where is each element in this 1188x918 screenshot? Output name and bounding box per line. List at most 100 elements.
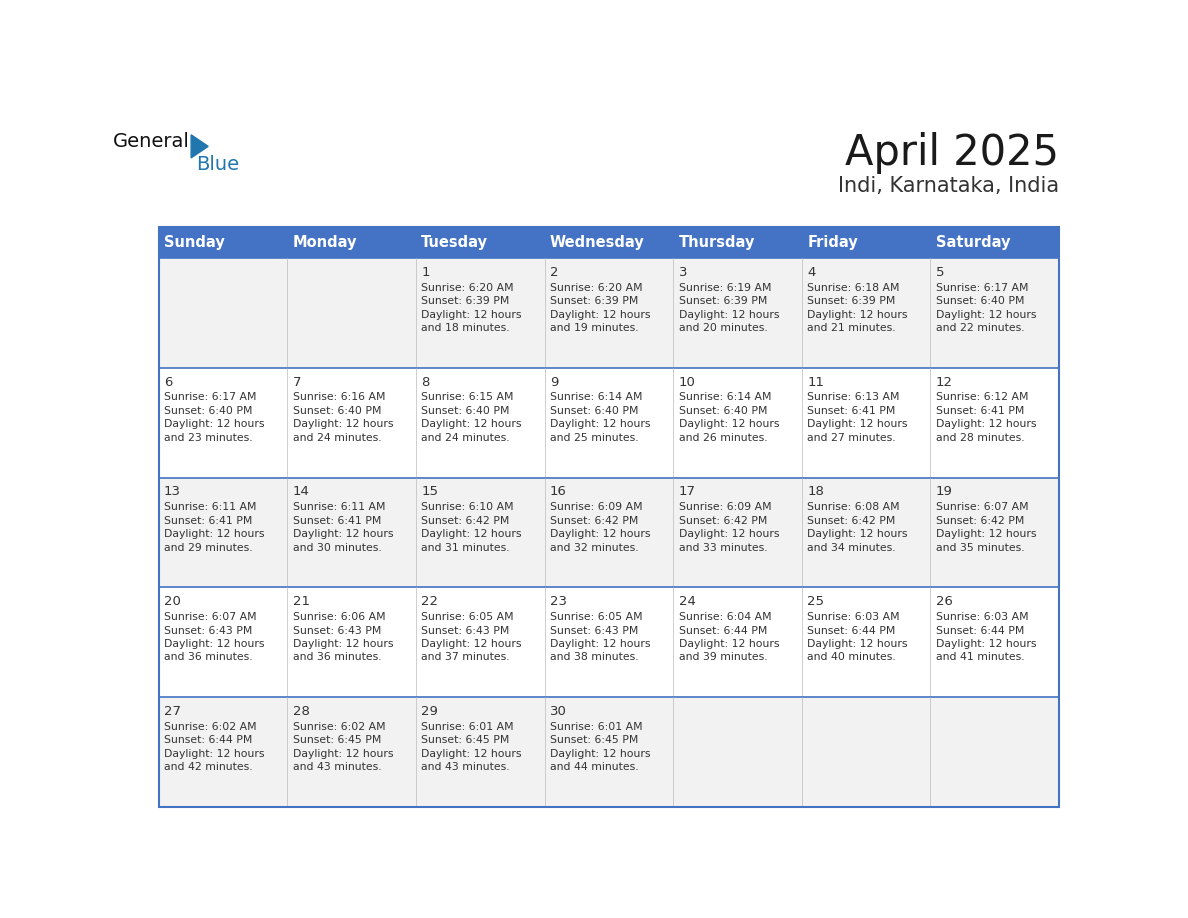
Text: Sunset: 6:40 PM: Sunset: 6:40 PM xyxy=(936,297,1024,306)
Text: Daylight: 12 hours: Daylight: 12 hours xyxy=(550,529,651,539)
Text: Daylight: 12 hours: Daylight: 12 hours xyxy=(164,639,265,649)
Text: Sunrise: 6:08 AM: Sunrise: 6:08 AM xyxy=(808,502,899,512)
Text: 28: 28 xyxy=(292,705,310,718)
Text: Daylight: 12 hours: Daylight: 12 hours xyxy=(678,529,779,539)
Text: and 36 minutes.: and 36 minutes. xyxy=(164,653,253,663)
Text: 18: 18 xyxy=(808,486,824,498)
Text: and 42 minutes.: and 42 minutes. xyxy=(164,762,253,772)
Text: Sunrise: 6:05 AM: Sunrise: 6:05 AM xyxy=(422,612,514,622)
Text: Sunrise: 6:02 AM: Sunrise: 6:02 AM xyxy=(164,722,257,732)
Text: Sunrise: 6:01 AM: Sunrise: 6:01 AM xyxy=(422,722,514,732)
Text: Sunset: 6:39 PM: Sunset: 6:39 PM xyxy=(678,297,767,306)
Text: and 44 minutes.: and 44 minutes. xyxy=(550,762,639,772)
Text: and 43 minutes.: and 43 minutes. xyxy=(292,762,381,772)
Text: Sunrise: 6:15 AM: Sunrise: 6:15 AM xyxy=(422,392,513,402)
Text: 8: 8 xyxy=(422,375,430,388)
Text: Sunset: 6:39 PM: Sunset: 6:39 PM xyxy=(550,297,638,306)
Text: Indi, Karnataka, India: Indi, Karnataka, India xyxy=(838,175,1060,196)
Text: and 32 minutes.: and 32 minutes. xyxy=(550,543,639,553)
Text: Sunrise: 6:14 AM: Sunrise: 6:14 AM xyxy=(550,392,643,402)
Text: Daylight: 12 hours: Daylight: 12 hours xyxy=(422,420,522,430)
Text: and 36 minutes.: and 36 minutes. xyxy=(292,653,381,663)
Text: Sunrise: 6:13 AM: Sunrise: 6:13 AM xyxy=(808,392,899,402)
Text: Sunset: 6:40 PM: Sunset: 6:40 PM xyxy=(422,406,510,416)
Text: 21: 21 xyxy=(292,595,310,608)
Bar xyxy=(158,258,1060,368)
Text: Daylight: 12 hours: Daylight: 12 hours xyxy=(164,749,265,759)
Text: General: General xyxy=(113,131,190,151)
Text: and 29 minutes.: and 29 minutes. xyxy=(164,543,253,553)
Text: Daylight: 12 hours: Daylight: 12 hours xyxy=(678,420,779,430)
Text: 20: 20 xyxy=(164,595,181,608)
Text: 3: 3 xyxy=(678,265,687,279)
Text: Sunset: 6:41 PM: Sunset: 6:41 PM xyxy=(164,516,252,526)
Text: Blue: Blue xyxy=(196,155,239,174)
Text: Sunset: 6:44 PM: Sunset: 6:44 PM xyxy=(808,625,896,635)
Text: Daylight: 12 hours: Daylight: 12 hours xyxy=(678,639,779,649)
Text: Sunrise: 6:20 AM: Sunrise: 6:20 AM xyxy=(422,283,514,293)
Text: Sunrise: 6:03 AM: Sunrise: 6:03 AM xyxy=(936,612,1029,622)
Text: Sunset: 6:40 PM: Sunset: 6:40 PM xyxy=(678,406,767,416)
Text: 1: 1 xyxy=(422,265,430,279)
Text: Sunrise: 6:07 AM: Sunrise: 6:07 AM xyxy=(164,612,257,622)
Polygon shape xyxy=(191,135,208,158)
Text: Daylight: 12 hours: Daylight: 12 hours xyxy=(550,639,651,649)
Text: and 26 minutes.: and 26 minutes. xyxy=(678,433,767,442)
Text: 7: 7 xyxy=(292,375,301,388)
Text: Sunset: 6:41 PM: Sunset: 6:41 PM xyxy=(936,406,1024,416)
Text: Sunrise: 6:11 AM: Sunrise: 6:11 AM xyxy=(292,502,385,512)
Text: and 38 minutes.: and 38 minutes. xyxy=(550,653,639,663)
Text: Sunrise: 6:16 AM: Sunrise: 6:16 AM xyxy=(292,392,385,402)
Text: Daylight: 12 hours: Daylight: 12 hours xyxy=(292,529,393,539)
Text: 15: 15 xyxy=(422,486,438,498)
Bar xyxy=(158,227,1060,807)
Text: and 22 minutes.: and 22 minutes. xyxy=(936,323,1024,333)
Text: 4: 4 xyxy=(808,265,816,279)
Text: Sunrise: 6:18 AM: Sunrise: 6:18 AM xyxy=(808,283,899,293)
Text: Sunset: 6:40 PM: Sunset: 6:40 PM xyxy=(550,406,638,416)
Text: and 40 minutes.: and 40 minutes. xyxy=(808,653,896,663)
Text: 23: 23 xyxy=(550,595,567,608)
Text: 13: 13 xyxy=(164,486,181,498)
Bar xyxy=(158,477,1060,588)
Text: Daylight: 12 hours: Daylight: 12 hours xyxy=(936,420,1036,430)
Text: Sunset: 6:42 PM: Sunset: 6:42 PM xyxy=(936,516,1024,526)
Text: and 37 minutes.: and 37 minutes. xyxy=(422,653,510,663)
Text: 10: 10 xyxy=(678,375,695,388)
Text: Sunrise: 6:14 AM: Sunrise: 6:14 AM xyxy=(678,392,771,402)
Text: and 18 minutes.: and 18 minutes. xyxy=(422,323,510,333)
Text: Daylight: 12 hours: Daylight: 12 hours xyxy=(678,309,779,319)
Text: Daylight: 12 hours: Daylight: 12 hours xyxy=(808,309,908,319)
Text: 19: 19 xyxy=(936,486,953,498)
Text: Daylight: 12 hours: Daylight: 12 hours xyxy=(808,529,908,539)
Text: and 31 minutes.: and 31 minutes. xyxy=(422,543,510,553)
Text: Sunrise: 6:20 AM: Sunrise: 6:20 AM xyxy=(550,283,643,293)
Text: Daylight: 12 hours: Daylight: 12 hours xyxy=(936,639,1036,649)
Text: and 41 minutes.: and 41 minutes. xyxy=(936,653,1024,663)
Text: 25: 25 xyxy=(808,595,824,608)
Text: Sunset: 6:45 PM: Sunset: 6:45 PM xyxy=(550,735,638,745)
Text: Sunrise: 6:06 AM: Sunrise: 6:06 AM xyxy=(292,612,385,622)
Text: Sunset: 6:44 PM: Sunset: 6:44 PM xyxy=(936,625,1024,635)
Text: Daylight: 12 hours: Daylight: 12 hours xyxy=(292,420,393,430)
Text: 27: 27 xyxy=(164,705,181,718)
Text: and 24 minutes.: and 24 minutes. xyxy=(292,433,381,442)
Text: 2: 2 xyxy=(550,265,558,279)
Text: and 23 minutes.: and 23 minutes. xyxy=(164,433,253,442)
Text: and 25 minutes.: and 25 minutes. xyxy=(550,433,639,442)
Text: Daylight: 12 hours: Daylight: 12 hours xyxy=(422,309,522,319)
Text: Daylight: 12 hours: Daylight: 12 hours xyxy=(422,639,522,649)
Text: and 39 minutes.: and 39 minutes. xyxy=(678,653,767,663)
Text: Sunset: 6:41 PM: Sunset: 6:41 PM xyxy=(292,516,381,526)
Text: and 19 minutes.: and 19 minutes. xyxy=(550,323,639,333)
Text: April 2025: April 2025 xyxy=(845,131,1060,174)
Text: Tuesday: Tuesday xyxy=(422,235,488,250)
Text: Sunrise: 6:03 AM: Sunrise: 6:03 AM xyxy=(808,612,899,622)
Text: Sunrise: 6:09 AM: Sunrise: 6:09 AM xyxy=(550,502,643,512)
Text: Sunday: Sunday xyxy=(164,235,225,250)
Text: Sunrise: 6:09 AM: Sunrise: 6:09 AM xyxy=(678,502,771,512)
Text: Sunrise: 6:04 AM: Sunrise: 6:04 AM xyxy=(678,612,771,622)
Text: Sunset: 6:40 PM: Sunset: 6:40 PM xyxy=(164,406,253,416)
Text: 16: 16 xyxy=(550,486,567,498)
Text: Sunset: 6:43 PM: Sunset: 6:43 PM xyxy=(164,625,252,635)
